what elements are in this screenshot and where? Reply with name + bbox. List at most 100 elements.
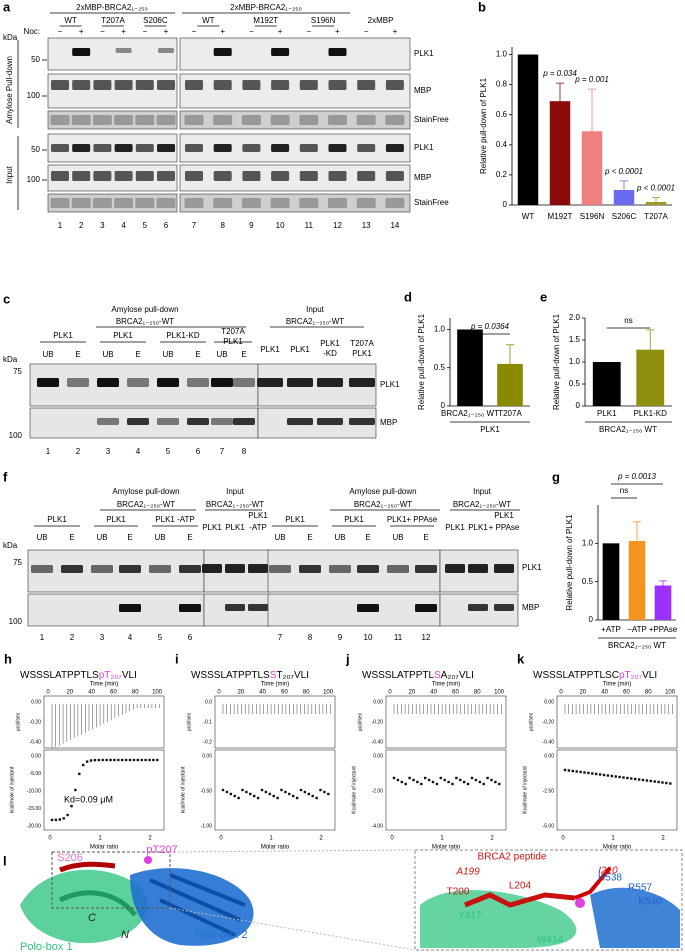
data-point xyxy=(614,775,617,778)
ube-label: E xyxy=(187,533,192,542)
band xyxy=(71,198,91,208)
tick-label: 0 xyxy=(217,690,221,696)
x-tick-label: S196N xyxy=(580,212,605,221)
title-part: T₂₀₇ xyxy=(276,670,294,681)
band xyxy=(317,418,343,425)
column-label: PLK1+ PPAse xyxy=(387,515,438,524)
noc-sign: − xyxy=(142,27,147,36)
data-point xyxy=(459,778,462,782)
band xyxy=(270,115,290,125)
residue-label: T200 xyxy=(447,887,470,898)
structure-label: N xyxy=(121,929,129,941)
mw: 100 xyxy=(9,431,23,440)
tick-label: 60 xyxy=(452,690,459,696)
injection-trace xyxy=(51,704,160,749)
band xyxy=(135,198,155,208)
band xyxy=(92,115,112,125)
data-point xyxy=(229,792,232,796)
data-point xyxy=(494,780,497,784)
data-point xyxy=(466,782,470,786)
bar xyxy=(517,54,539,206)
data-point xyxy=(443,778,446,782)
band xyxy=(213,80,232,90)
noc-label: Noc: xyxy=(24,27,40,36)
data-point xyxy=(82,763,85,767)
tick-label: 20 xyxy=(408,690,415,696)
axis-label: Molar ratio xyxy=(90,845,119,851)
noc-sign: + xyxy=(121,27,126,36)
panel-label: b xyxy=(478,0,486,14)
y-tick-label: 1.0 xyxy=(582,538,594,547)
band xyxy=(242,80,261,90)
noc-sign: + xyxy=(79,27,84,36)
band xyxy=(51,171,69,181)
band xyxy=(97,378,119,387)
data-point xyxy=(606,774,610,777)
column-label: PLK1 xyxy=(352,349,372,358)
y-tick-label: 1.0 xyxy=(496,50,508,59)
data-point xyxy=(486,776,489,780)
p-value: p = 0.034 xyxy=(542,69,577,78)
band xyxy=(115,48,132,53)
title-part: WSSSLATPPTLSC xyxy=(533,670,619,681)
blot-label: MBP xyxy=(414,173,431,182)
band xyxy=(387,565,409,573)
data-point xyxy=(299,788,303,792)
data-point xyxy=(439,776,442,780)
band xyxy=(213,198,233,208)
column-label: T207A xyxy=(221,327,245,336)
title: BRCA2₁₋₂₅₀-WT xyxy=(116,317,174,326)
lane-number: 9 xyxy=(249,221,254,230)
blot-label: PLK1 xyxy=(414,143,434,152)
band xyxy=(248,564,268,573)
lane-number: 10 xyxy=(364,633,373,642)
noc-sign: + xyxy=(335,27,340,36)
blot-label: MBP xyxy=(380,418,397,427)
band xyxy=(187,418,209,425)
data-point xyxy=(591,772,594,775)
error-bar xyxy=(659,580,667,591)
band xyxy=(51,80,69,90)
title: BRCA2₁₋₂₅₀-WT xyxy=(206,500,264,509)
y-tick-label: 0 xyxy=(589,615,594,624)
data-point xyxy=(665,781,668,785)
mw: 100 xyxy=(27,175,41,184)
tick-label: -0.20 xyxy=(372,719,384,725)
data-point xyxy=(455,776,458,780)
data-point xyxy=(571,769,574,773)
structure-right xyxy=(414,849,683,951)
band xyxy=(242,144,261,152)
band xyxy=(385,198,405,208)
data-point xyxy=(132,758,136,762)
data-point xyxy=(583,771,586,774)
band xyxy=(329,565,351,573)
tick-label: -0.1 xyxy=(203,719,212,725)
band xyxy=(157,418,179,425)
residue-label: BRCA2 peptide xyxy=(478,852,547,863)
data-point xyxy=(587,771,590,775)
data-point xyxy=(396,778,400,782)
data-point xyxy=(85,760,89,763)
bar xyxy=(654,585,672,620)
y-tick-label: 1.0 xyxy=(569,357,581,366)
residue-label: Y417 xyxy=(458,911,482,922)
lane-number: 11 xyxy=(305,221,314,230)
axis-label: μcal/sec xyxy=(357,712,363,731)
y-tick-label: 0.5 xyxy=(569,379,581,388)
ube-label: UB xyxy=(392,533,403,542)
ube-label: E xyxy=(195,350,200,359)
noc-sign: − xyxy=(249,27,254,36)
band xyxy=(299,144,318,152)
blot-label: StainFree xyxy=(414,198,449,207)
x-tick-label: T207A xyxy=(498,409,522,418)
axis-label: Kcal/mole of injectant xyxy=(351,766,357,814)
tick-label: -0.40 xyxy=(543,739,555,745)
mw: 75 xyxy=(13,367,22,376)
data-point xyxy=(498,782,501,786)
axis-label: Molar ratio xyxy=(261,845,290,851)
ube-label: UB xyxy=(216,350,227,359)
y-axis-label: Relative pull-down of PLK1 xyxy=(479,77,488,174)
band xyxy=(185,144,203,152)
title: Input xyxy=(226,487,245,496)
tick-label: 0.00 xyxy=(373,753,383,759)
